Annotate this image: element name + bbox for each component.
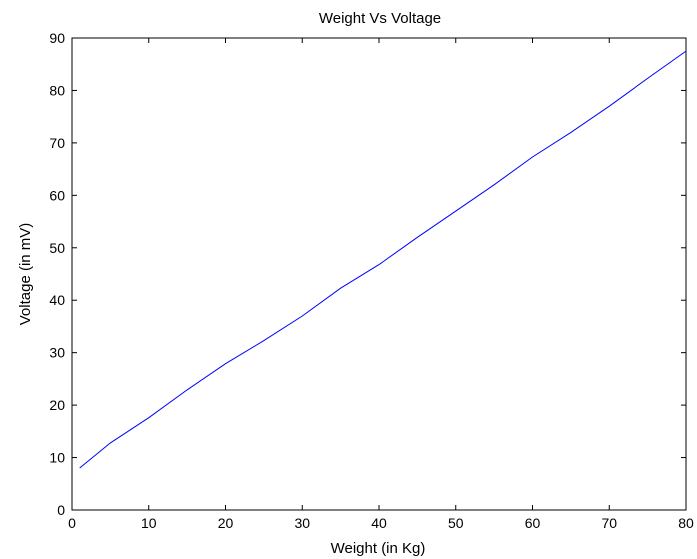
- y-tick-label: 70: [49, 135, 65, 151]
- y-tick-label: 20: [49, 397, 65, 413]
- y-tick-label: 60: [49, 187, 65, 203]
- x-axis-label: Weight (in Kg): [331, 540, 426, 557]
- x-tick-label: 70: [601, 515, 617, 531]
- y-tick-label: 50: [49, 240, 65, 256]
- x-tick-label: 10: [141, 515, 157, 531]
- chart-title: Weight Vs Voltage: [319, 10, 441, 27]
- x-tick-label: 60: [525, 515, 541, 531]
- x-tick-label: 80: [678, 515, 694, 531]
- x-tick-label: 0: [68, 515, 76, 531]
- y-tick-label: 30: [49, 345, 65, 361]
- y-tick-label: 80: [49, 82, 65, 98]
- series-group: [79, 50, 687, 469]
- y-axis-ticks: 0 10 20 30 40 50 60 70 80 90: [49, 30, 686, 518]
- x-tick-label: 30: [294, 515, 310, 531]
- x-tick-label: 50: [448, 515, 464, 531]
- y-tick-label: 0: [57, 502, 65, 518]
- x-tick-label: 20: [218, 515, 234, 531]
- y-tick-label: 90: [49, 30, 65, 46]
- y-axis-label: Voltage (in mV): [17, 223, 34, 326]
- y-tick-label: 10: [49, 450, 65, 466]
- x-tick-label: 40: [371, 515, 387, 531]
- plot-area: [71, 37, 687, 511]
- series-line: [79, 50, 687, 469]
- y-tick-label: 40: [49, 292, 65, 308]
- x-axis-ticks: 0 10 20 30 40 50 60 70 80: [68, 38, 694, 531]
